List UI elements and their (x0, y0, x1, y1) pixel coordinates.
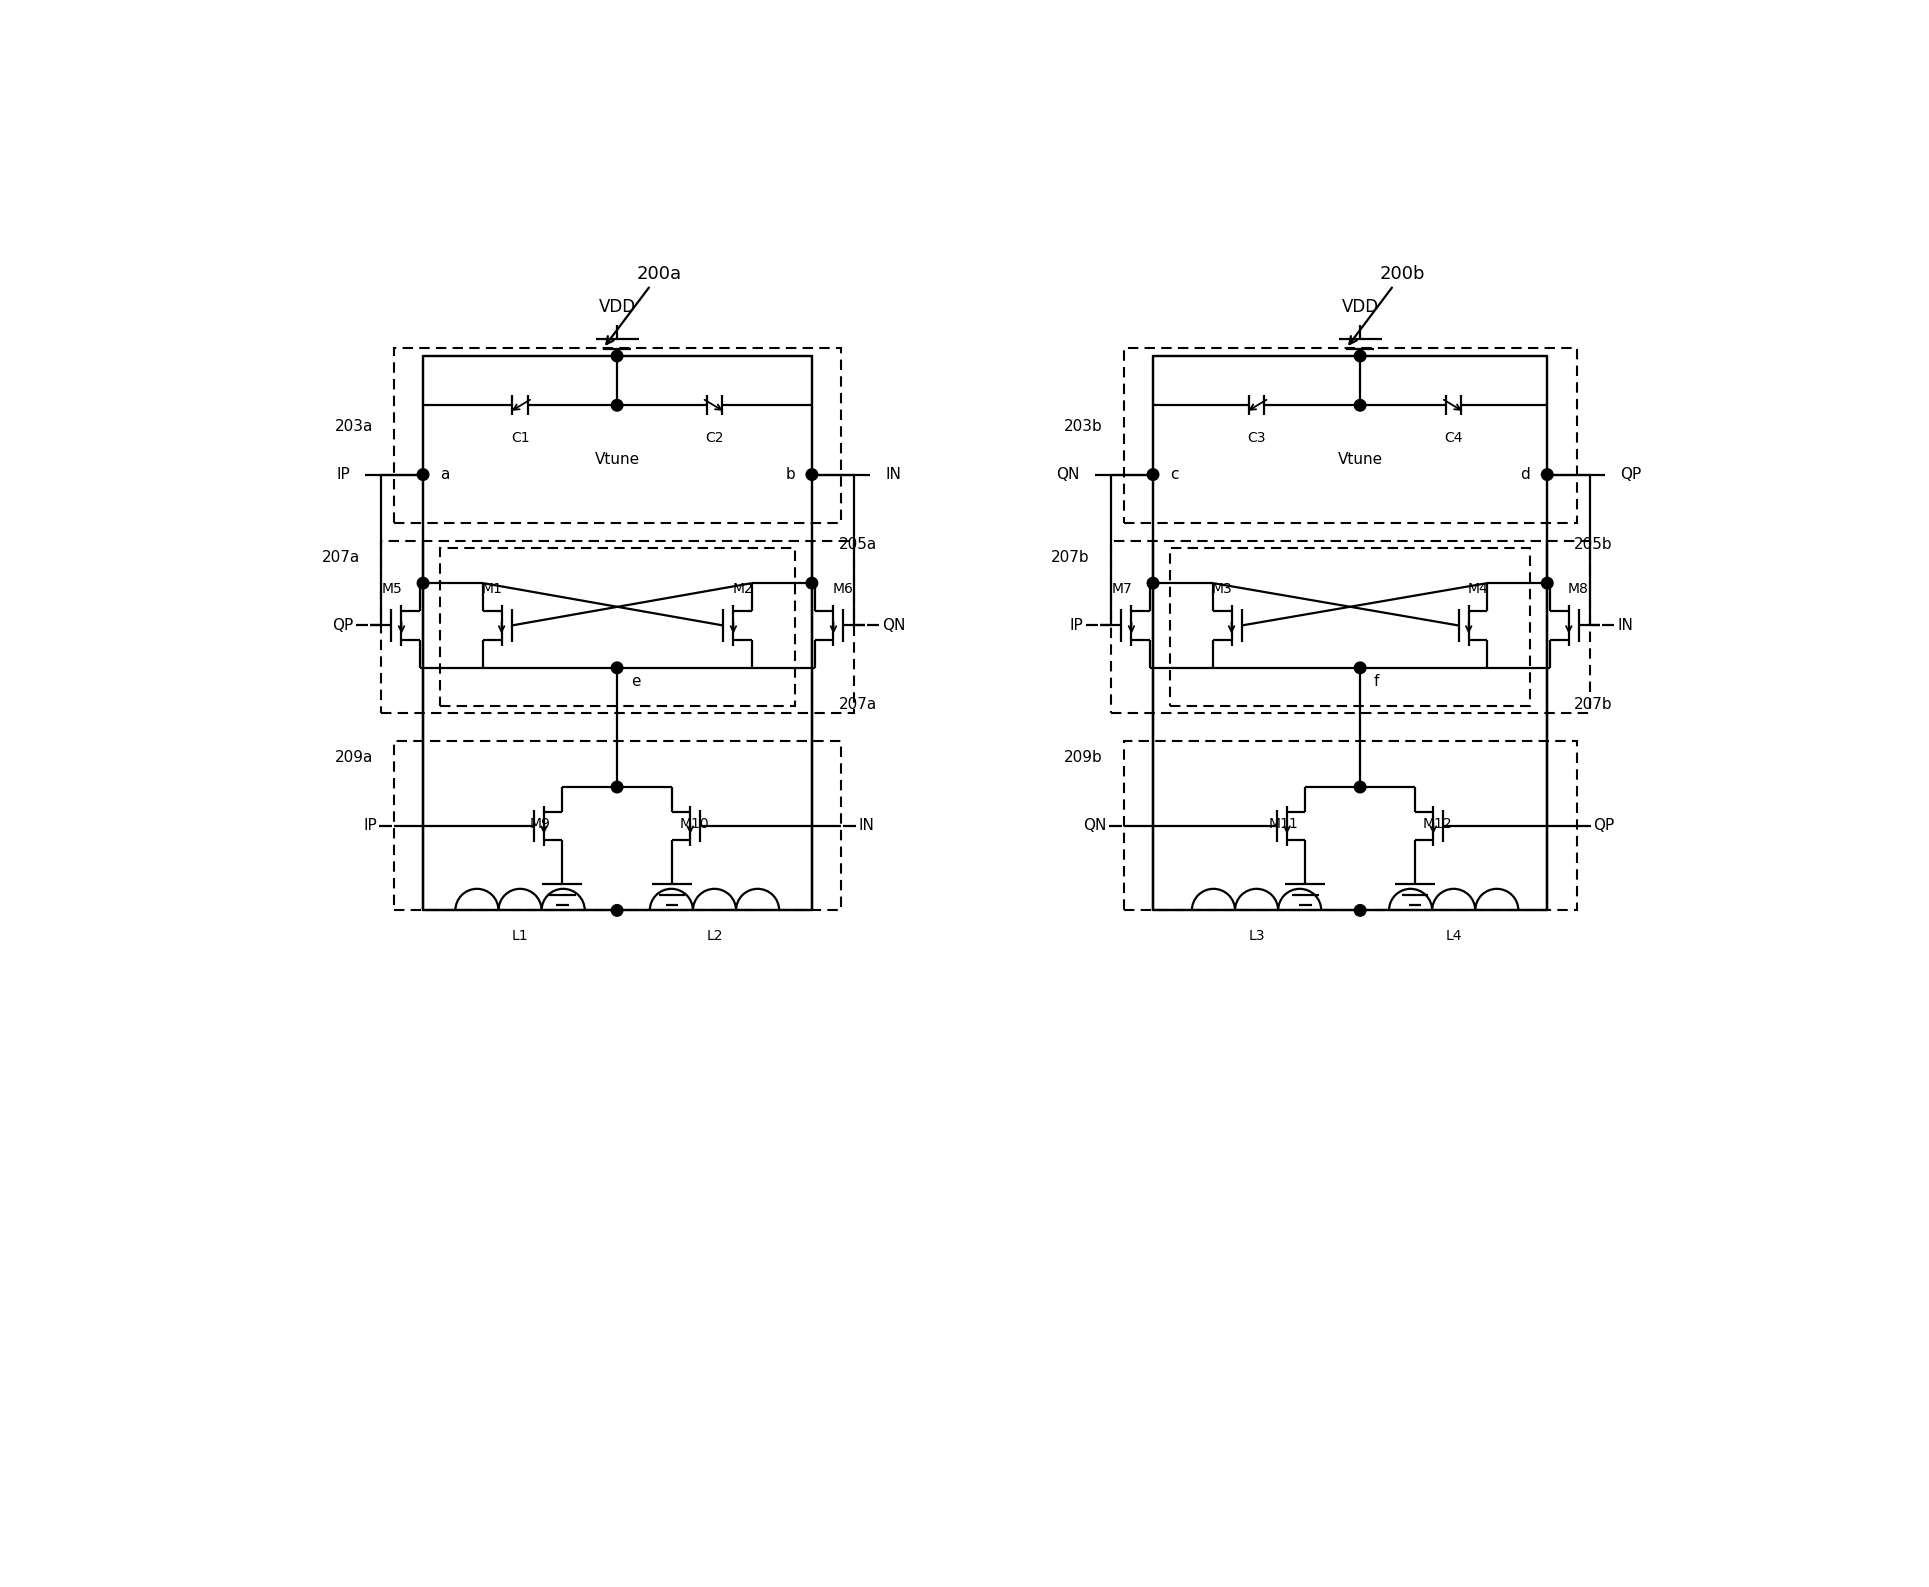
Circle shape (611, 351, 623, 362)
Text: Vtune: Vtune (1337, 452, 1383, 467)
Circle shape (1354, 400, 1366, 411)
Text: M6: M6 (831, 581, 853, 595)
Text: QP: QP (332, 617, 353, 633)
Text: L2: L2 (706, 928, 723, 943)
Text: L3: L3 (1248, 928, 1265, 943)
Bar (422, 355, 812, 911)
Text: QN: QN (882, 617, 905, 633)
Text: M12: M12 (1422, 817, 1453, 832)
Text: IN: IN (885, 467, 901, 482)
Text: M4: M4 (1468, 581, 1489, 595)
Circle shape (1148, 468, 1159, 481)
Text: M11: M11 (1267, 817, 1298, 832)
Text: M9: M9 (530, 817, 550, 832)
Text: L4: L4 (1445, 928, 1462, 943)
Bar (1125, 348, 1576, 524)
Circle shape (417, 468, 428, 481)
Text: IN: IN (1617, 617, 1634, 633)
Circle shape (611, 905, 623, 916)
Text: L1: L1 (511, 928, 529, 943)
Circle shape (1354, 662, 1366, 673)
Text: C1: C1 (511, 430, 529, 444)
Text: b: b (785, 467, 795, 482)
Text: c: c (1171, 467, 1179, 482)
Circle shape (1354, 905, 1366, 916)
Text: C2: C2 (706, 430, 723, 444)
Text: VDD: VDD (1341, 298, 1379, 316)
Text: d: d (1520, 467, 1530, 482)
Bar (380, 541, 855, 713)
Circle shape (1354, 351, 1366, 362)
Bar (440, 549, 795, 706)
Text: QP: QP (1620, 467, 1642, 482)
Text: e: e (631, 674, 640, 689)
Bar (1111, 541, 1589, 713)
Circle shape (1354, 781, 1366, 794)
Circle shape (611, 781, 623, 794)
Circle shape (806, 468, 818, 481)
Text: IN: IN (858, 819, 874, 833)
Circle shape (417, 578, 428, 589)
Text: 203b: 203b (1065, 419, 1103, 433)
Text: 200b: 200b (1350, 265, 1426, 344)
Text: M10: M10 (679, 817, 708, 832)
Circle shape (1541, 578, 1553, 589)
Text: f: f (1373, 674, 1379, 689)
Circle shape (611, 662, 623, 673)
Circle shape (1541, 468, 1553, 481)
Text: IP: IP (1069, 617, 1082, 633)
Text: 207b: 207b (1574, 697, 1613, 711)
Circle shape (806, 578, 818, 589)
Text: QN: QN (1057, 467, 1080, 482)
Text: IP: IP (363, 819, 376, 833)
Circle shape (1148, 578, 1159, 589)
Text: 207a: 207a (322, 551, 361, 565)
Bar (1125, 741, 1576, 911)
Text: M3: M3 (1211, 581, 1233, 595)
Text: QP: QP (1593, 819, 1615, 833)
Text: VDD: VDD (598, 298, 637, 316)
Bar (394, 741, 841, 911)
Text: 209a: 209a (334, 751, 372, 765)
Text: 207b: 207b (1051, 551, 1090, 565)
Text: IP: IP (336, 467, 349, 482)
Circle shape (611, 400, 623, 411)
Bar (394, 348, 841, 524)
Text: 200a: 200a (606, 265, 683, 344)
Text: 203a: 203a (334, 419, 372, 433)
Text: a: a (440, 467, 449, 482)
Text: M1: M1 (482, 581, 503, 595)
Text: C4: C4 (1445, 430, 1462, 444)
Text: M7: M7 (1111, 581, 1132, 595)
Text: Vtune: Vtune (594, 452, 640, 467)
Text: M8: M8 (1568, 581, 1588, 595)
Text: 207a: 207a (839, 697, 878, 711)
Bar (1171, 549, 1530, 706)
Bar (1154, 355, 1547, 911)
Text: 209b: 209b (1065, 751, 1103, 765)
Text: C3: C3 (1248, 430, 1265, 444)
Text: QN: QN (1084, 819, 1107, 833)
Text: M2: M2 (733, 581, 752, 595)
Text: M5: M5 (382, 581, 403, 595)
Text: 205b: 205b (1574, 536, 1613, 552)
Text: 205a: 205a (839, 536, 878, 552)
